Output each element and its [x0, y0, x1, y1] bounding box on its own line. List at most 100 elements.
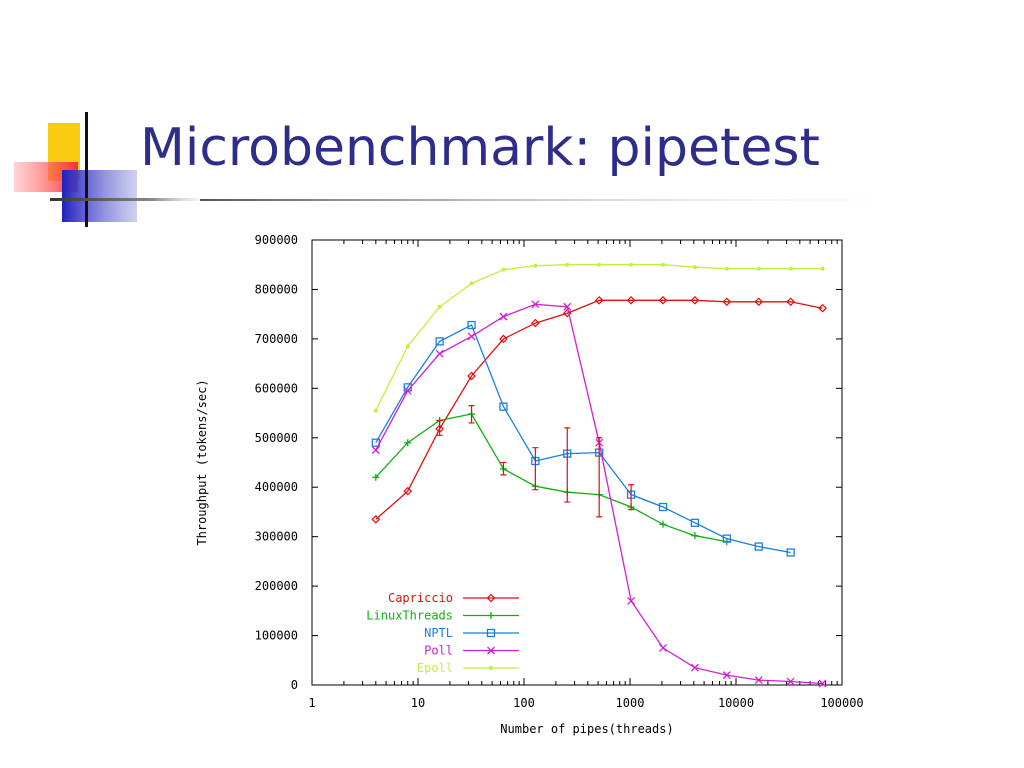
- x-tick-label: 1: [308, 696, 315, 710]
- data-point-capriccio: [690, 295, 700, 305]
- error-bar: [468, 405, 475, 424]
- data-point-epoll: [820, 266, 825, 271]
- series-capriccio: [371, 295, 827, 524]
- data-point-capriccio: [658, 295, 668, 305]
- data-point-poll: [659, 643, 667, 652]
- data-point-epoll: [533, 263, 538, 268]
- data-point-capriccio: [626, 295, 636, 305]
- error-bar: [532, 447, 539, 491]
- data-point-capriccio: [467, 371, 476, 381]
- logo-horizontal-line: [50, 198, 220, 201]
- data-point-nptl: [722, 534, 731, 543]
- data-point-capriccio: [754, 297, 764, 307]
- data-point-capriccio: [403, 486, 413, 496]
- data-point-linuxthreads: [691, 532, 699, 540]
- data-point-nptl: [435, 337, 444, 346]
- y-tick-label: 900000: [255, 233, 298, 247]
- logo-blue-square: [62, 170, 137, 222]
- series-epoll: [373, 262, 825, 413]
- data-point-poll: [467, 332, 476, 341]
- data-point-linuxthreads: [659, 520, 667, 528]
- series-line-linuxthreads: [375, 413, 727, 543]
- legend-marker-capriccio: [486, 593, 496, 603]
- y-tick-label: 200000: [255, 579, 298, 593]
- data-point-capriccio: [499, 334, 508, 344]
- data-point-nptl: [754, 542, 763, 551]
- data-point-poll: [786, 677, 795, 686]
- y-tick-label: 300000: [255, 530, 298, 544]
- data-point-poll: [818, 679, 827, 688]
- data-point-epoll: [501, 267, 506, 272]
- data-point-poll: [435, 349, 444, 358]
- data-point-epoll: [565, 262, 570, 267]
- data-point-nptl: [467, 320, 476, 330]
- y-tick-label: 800000: [255, 282, 298, 296]
- data-point-epoll: [437, 304, 442, 309]
- data-point-capriccio: [562, 308, 572, 318]
- data-point-poll: [403, 386, 412, 395]
- error-bar: [500, 461, 507, 476]
- x-tick-label: 100: [513, 696, 535, 710]
- y-tick-label: 600000: [255, 381, 298, 395]
- data-point-capriccio: [531, 318, 540, 328]
- error-bar: [628, 484, 635, 511]
- data-point-poll: [690, 663, 699, 672]
- data-point-capriccio: [722, 297, 732, 307]
- y-tick-label: 100000: [255, 629, 298, 643]
- series-nptl: [371, 320, 795, 557]
- x-tick-label: 10: [411, 696, 425, 710]
- data-point-epoll: [469, 281, 474, 286]
- data-point-epoll: [756, 266, 761, 271]
- slide-logo-decoration: [14, 112, 220, 227]
- chart-series: [371, 262, 827, 688]
- data-point-poll: [371, 446, 380, 455]
- x-tick-label: 100000: [820, 696, 863, 710]
- data-point-linuxthreads: [372, 473, 380, 481]
- legend-marker-nptl: [486, 628, 496, 638]
- data-point-epoll: [692, 265, 697, 270]
- y-axis-label: Throughput (tokens/sec): [195, 379, 209, 545]
- series-linuxthreads: [372, 410, 731, 546]
- plot-frame: [311, 239, 843, 686]
- chart-legend: Capriccio LinuxThreads NPTL Poll Epoll: [366, 591, 519, 675]
- data-point-epoll: [373, 408, 378, 413]
- data-point-poll: [499, 312, 508, 321]
- data-point-capriccio: [371, 515, 381, 524]
- series-line-nptl: [375, 324, 791, 554]
- slide-title: Microbenchmark: pipetest: [140, 118, 820, 178]
- legend-marker-linuxthreads: [487, 612, 495, 619]
- legend-label-linuxthreads: LinuxThreads: [366, 609, 453, 623]
- data-point-poll: [754, 676, 763, 685]
- data-point-epoll: [629, 262, 634, 267]
- legend-label-poll: Poll: [424, 644, 453, 658]
- data-point-epoll: [661, 262, 666, 267]
- legend-label-epoll: Epoll: [417, 661, 453, 675]
- data-point-linuxthreads: [404, 439, 412, 447]
- y-tick-label: 700000: [255, 332, 298, 346]
- data-point-poll: [531, 300, 540, 309]
- x-tick-label: 1000: [616, 696, 645, 710]
- error-bar: [436, 419, 443, 436]
- series-line-capriccio: [375, 299, 823, 520]
- logo-vertical-line: [85, 112, 88, 227]
- data-point-epoll: [405, 344, 410, 349]
- data-point-poll: [627, 596, 636, 605]
- data-point-nptl: [786, 548, 795, 557]
- error-bar: [564, 427, 571, 503]
- y-tick-label: 500000: [255, 431, 298, 445]
- data-point-nptl: [690, 518, 700, 527]
- legend-marker-poll: [487, 646, 495, 655]
- x-axis-label: Number of pipes(threads): [500, 722, 673, 736]
- y-tick-label: 0: [291, 678, 298, 692]
- data-point-capriccio: [786, 297, 795, 307]
- data-point-nptl: [499, 402, 508, 411]
- x-tick-label: 10000: [718, 696, 754, 710]
- data-point-nptl: [658, 502, 668, 512]
- legend-label-nptl: NPTL: [424, 626, 453, 640]
- legend-label-capriccio: Capriccio: [388, 591, 453, 605]
- data-point-capriccio: [818, 303, 827, 313]
- data-point-epoll: [724, 266, 729, 271]
- error-bar: [596, 437, 603, 518]
- data-point-epoll: [597, 262, 602, 267]
